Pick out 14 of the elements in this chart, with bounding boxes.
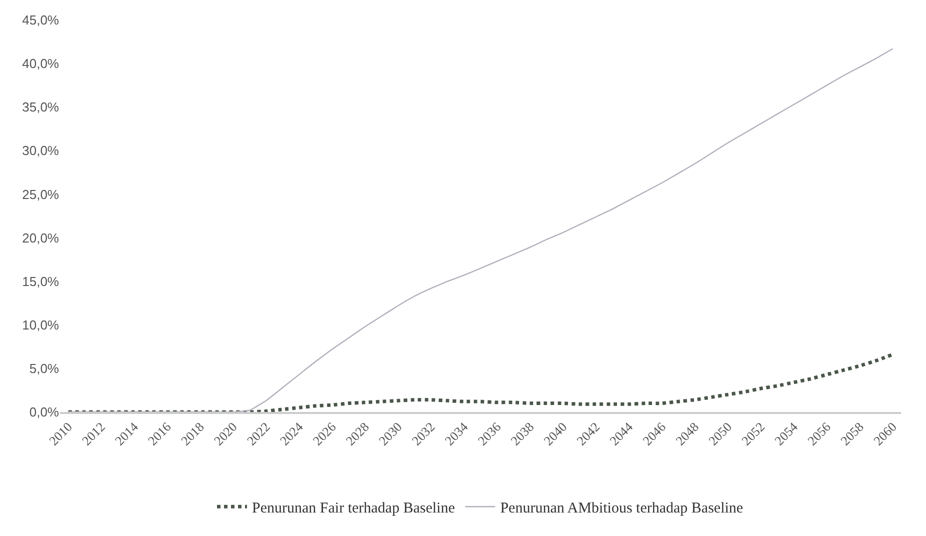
y-tick-label: 25,0% bbox=[22, 186, 60, 202]
legend-label: Penurunan Fair terhadap Baseline bbox=[252, 500, 456, 516]
line-series bbox=[68, 48, 894, 412]
y-tick-label: 15,0% bbox=[22, 274, 60, 289]
y-tick-label: 30,0% bbox=[22, 143, 60, 158]
y-tick-label: 45,0% bbox=[22, 12, 60, 28]
line-series bbox=[66, 352, 894, 412]
y-tick-label: 40,0% bbox=[22, 56, 60, 72]
legend-label: Penurunan AMbitious terhadap Baseline bbox=[500, 500, 744, 516]
y-tick-label: 0,0% bbox=[29, 404, 60, 420]
y-tick-label: 5,0% bbox=[29, 360, 60, 376]
y-tick-label: 35,0% bbox=[22, 100, 60, 115]
y-tick-label: 20,0% bbox=[22, 230, 60, 246]
y-tick-label: 10,0% bbox=[22, 317, 60, 332]
